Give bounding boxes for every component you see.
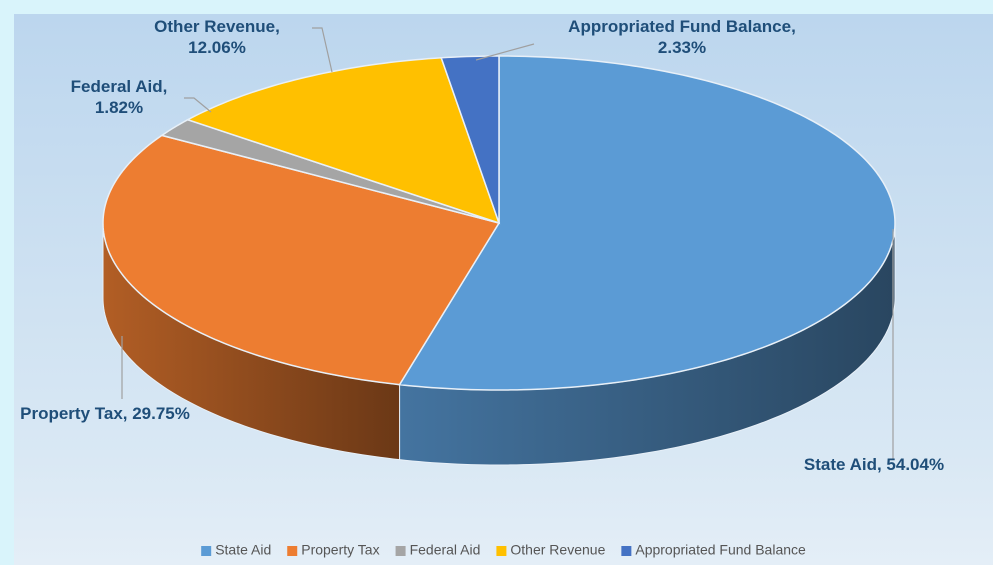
leader-line xyxy=(312,27,333,73)
slice xyxy=(160,118,500,224)
legend-label: Property Tax xyxy=(301,542,379,558)
legend: State Aid Property Tax Federal Aid Other Re… xyxy=(201,542,806,558)
data-label: Property Tax, 29.75% xyxy=(20,404,190,423)
leader-line xyxy=(184,97,212,113)
legend-label: Appropriated Fund Balance xyxy=(635,542,806,558)
data-label: Other Revenue, 12.06% xyxy=(154,17,280,57)
legend-swatch xyxy=(201,546,212,556)
data-label: Appropriated Fund Balance, 2.33% xyxy=(568,17,796,57)
legend-label: Other Revenue xyxy=(510,542,605,558)
legend-label: Federal Aid xyxy=(410,542,481,558)
slice xyxy=(398,55,896,391)
legend-swatch xyxy=(621,546,632,556)
data-label: State Aid, 54.04% xyxy=(803,455,945,474)
chart-area: State Aid Property Tax Federal Aid Other Re… xyxy=(14,14,993,565)
legend-swatch xyxy=(287,546,298,556)
leader-line xyxy=(475,43,535,61)
slice xyxy=(440,55,500,224)
chart: State Aid Property Tax Federal Aid Other Re… xyxy=(102,27,896,558)
legend-label: State Aid xyxy=(215,542,271,558)
legend-swatch xyxy=(395,546,406,556)
slice xyxy=(185,57,501,225)
data-label: Federal Aid, 1.82% xyxy=(70,77,168,117)
legend-swatch xyxy=(496,546,507,556)
